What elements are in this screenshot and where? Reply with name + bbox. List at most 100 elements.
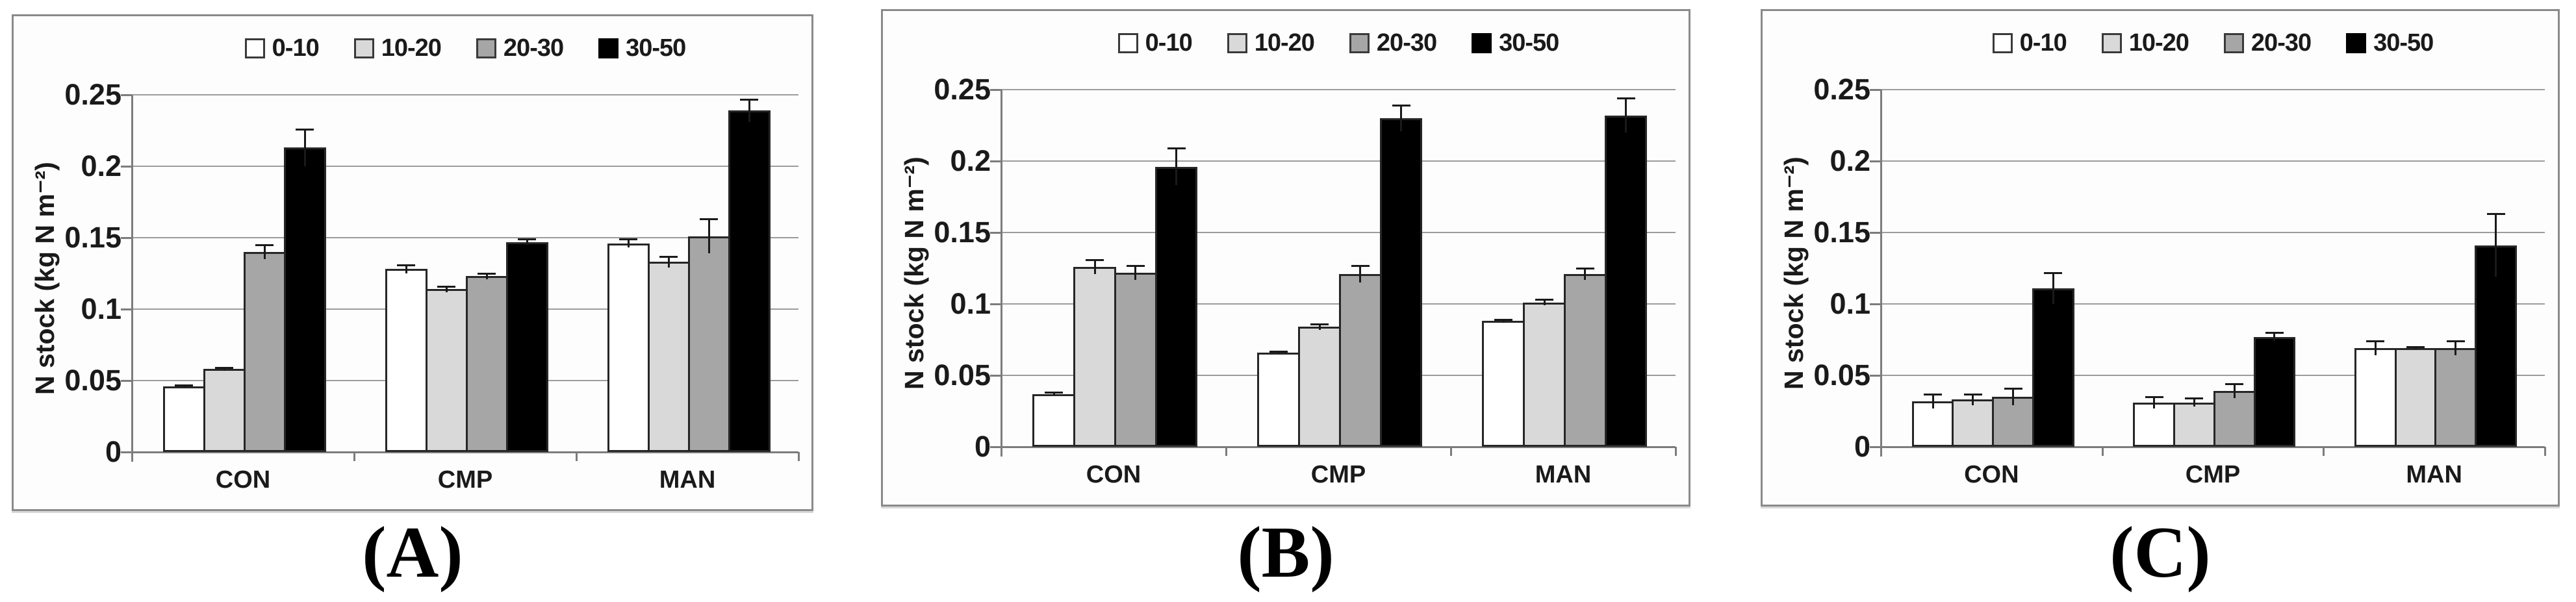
bar-man-30-50 [2475, 245, 2517, 447]
error-bar-stem [1277, 351, 1280, 354]
error-bar-cap [2004, 387, 2022, 390]
x-tick-mark [131, 452, 133, 461]
y-tick-label: 0.05 [1813, 358, 1870, 392]
y-tick-label: 0 [974, 430, 991, 463]
y-tick-label: 0.2 [81, 149, 121, 182]
legend-item: 0-10 [1992, 31, 2067, 55]
bar-cmp-10-20 [425, 289, 468, 452]
error-bar-cap [740, 98, 759, 101]
error-bar-stem [2273, 332, 2276, 342]
bar-con-20-30 [1114, 272, 1157, 447]
legend-swatch-0-10 [244, 38, 265, 58]
error-bar-stem [405, 264, 407, 273]
error-bar-stem [2012, 388, 2014, 406]
error-bar-stem [303, 129, 306, 166]
y-tick-label: 0.05 [934, 358, 991, 392]
bar-con-10-20 [203, 369, 246, 452]
legend-label: 30-50 [1499, 29, 1559, 56]
error-bar-cap [1167, 147, 1186, 150]
error-bar-stem [1972, 394, 1974, 406]
y-tick-mark [121, 451, 132, 453]
x-category-label: CMP [2185, 461, 2241, 488]
legend-item: 30-50 [598, 36, 686, 60]
legend-item: 10-20 [2101, 31, 2189, 55]
bar-cmp-30-50 [1379, 118, 1423, 447]
error-bar-stem [2052, 272, 2054, 304]
error-bar-stem [1318, 323, 1321, 330]
x-category-label: MAN [1535, 461, 1592, 488]
legend-swatch-20-30 [2223, 32, 2244, 53]
bar-con-0-10 [162, 386, 205, 452]
error-bar-stem [263, 245, 266, 259]
legend-item: 0-10 [1117, 31, 1193, 55]
error-bar-stem [1625, 98, 1627, 132]
error-bar-stem [1052, 392, 1055, 395]
bar-man-0-10 [1482, 321, 1525, 447]
error-bar-stem [748, 99, 750, 122]
bar-cmp-0-10 [2133, 402, 2176, 447]
bar-con-0-10 [1032, 394, 1076, 447]
y-tick-mark [990, 232, 1001, 234]
legend-item: 10-20 [1227, 31, 1315, 55]
gridline [1881, 160, 2545, 162]
error-bar-stem [1584, 268, 1587, 280]
error-bar-stem [1932, 394, 1934, 408]
error-bar-stem [1134, 265, 1137, 280]
panel-caption-a: (A) [362, 512, 463, 593]
error-bar-cap [1963, 393, 1982, 395]
x-category-label: CON [1086, 461, 1141, 488]
x-category-label: CMP [437, 466, 493, 494]
gridline [1881, 89, 2545, 90]
legend-swatch-30-50 [2346, 32, 2367, 53]
y-tick-mark [121, 94, 132, 96]
bar-con-20-30 [243, 252, 286, 452]
error-bar-stem [2374, 341, 2377, 356]
error-bar-cap [1924, 393, 1943, 395]
bar-cmp-10-20 [1298, 327, 1341, 447]
gridline [1881, 232, 2545, 233]
y-axis-title: N stock (kg N m⁻²) [1779, 157, 1809, 390]
error-bar-stem [1543, 299, 1546, 306]
legend-swatch-20-30 [1349, 32, 1370, 53]
x-category-label: CON [215, 466, 271, 494]
y-tick-mark [121, 380, 132, 382]
error-bar-cap [1310, 323, 1329, 325]
bar-man-10-20 [2394, 348, 2437, 447]
error-bar-stem [2495, 214, 2497, 277]
error-bar-stem [1175, 148, 1178, 186]
legend-label: 10-20 [381, 34, 442, 62]
y-tick-label: 0.2 [950, 144, 991, 177]
error-bar-cap [175, 384, 194, 386]
error-bar-cap [1045, 392, 1064, 394]
error-bar-cap [1351, 264, 1370, 267]
y-tick-mark [1870, 160, 1881, 162]
bar-cmp-20-30 [1338, 273, 1382, 447]
error-bar-stem [2193, 398, 2195, 407]
legend-label: 30-50 [2373, 29, 2434, 56]
y-tick-mark [1870, 232, 1881, 234]
gridline [1001, 232, 1676, 233]
chart-panel-c: 0-10 10-20 20-30 30-50 N stock (kg N m⁻²) 0… [1761, 9, 2560, 507]
error-bar-cap [1126, 264, 1145, 267]
x-tick-mark [2323, 447, 2325, 456]
error-bar-cap [619, 238, 638, 241]
legend-item: 10-20 [353, 34, 442, 62]
bar-con-10-20 [1952, 399, 1995, 447]
error-bar-stem [708, 219, 710, 254]
legend-label: 20-30 [503, 34, 564, 62]
bar-cmp-20-30 [2213, 391, 2256, 447]
y-axis-title: N stock (kg N m⁻²) [30, 162, 60, 395]
error-bar-stem [2455, 341, 2457, 356]
y-axis-line [1880, 90, 1882, 457]
y-tick-label: 0.15 [1813, 216, 1870, 249]
y-tick-label: 0.1 [81, 292, 121, 325]
bar-con-10-20 [1073, 266, 1116, 447]
gridline [1001, 160, 1676, 162]
error-bar-stem [485, 273, 488, 279]
error-bar-cap [659, 255, 678, 258]
bar-cmp-20-30 [465, 276, 508, 452]
bar-man-20-30 [1563, 273, 1607, 447]
error-bar-cap [215, 367, 234, 370]
error-bar-stem [1400, 105, 1403, 131]
error-bar-cap [700, 218, 719, 221]
